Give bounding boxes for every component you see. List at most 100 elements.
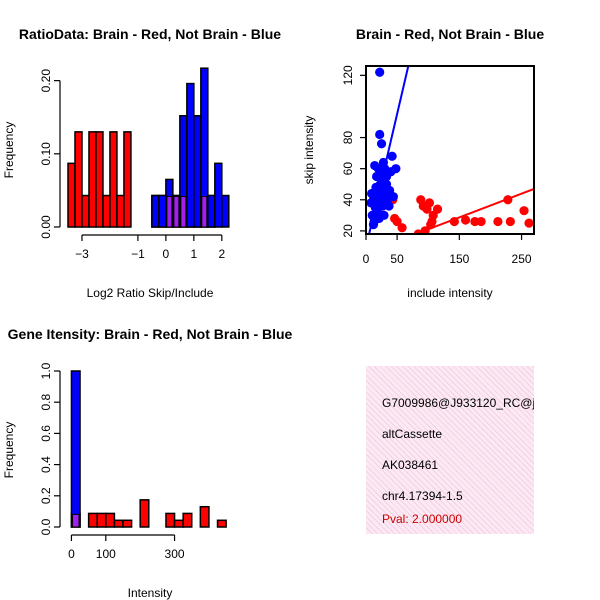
ratio-histogram-axes: −3 −1 0 1 2 0.00 0.10 0.20 (39, 69, 225, 261)
scatter-point-brain (519, 206, 529, 216)
scatter-point-not-brain (376, 139, 387, 149)
scatter-point-not-brain (375, 129, 385, 140)
ratio-bar-brain (116, 194, 125, 228)
intensity-bar-brain (122, 519, 133, 528)
scatter-point-brain (392, 216, 402, 227)
ratio-histogram-xlabel: Log2 Ratio Skip/Include (87, 286, 214, 300)
scatter-x-tick-label: 0 (363, 252, 370, 266)
scatter-point-not-brain (381, 179, 392, 189)
scatter-y-tick-label: 80 (341, 131, 355, 145)
ratio-bar-brain (81, 194, 90, 228)
scatter-x-tick-label: 50 (390, 252, 404, 266)
scatter-point-brain (476, 216, 486, 227)
intensity-y-tick-label: 0.0 (39, 518, 53, 535)
scatter-plot-frame (365, 65, 535, 235)
intensity-bar-brain (216, 519, 227, 528)
ratio-bar-brain (88, 131, 97, 228)
location-text: chr4.17394-1.5 (382, 489, 463, 503)
intensity-y-tick-label: 0.6 (39, 425, 53, 442)
scatter-point-not-brain (391, 164, 401, 174)
scatter-panel: Brain - Red, Not Brain - Blue 0 50 150 250 2… (302, 26, 544, 300)
ratio-bar-not-brain (193, 115, 202, 228)
intensity-histogram-title: Gene Itensity: Brain - Red, Not Brain - … (8, 326, 293, 342)
scatter-xlabel: include intensity (407, 286, 492, 300)
ratio-bar-brain (95, 131, 104, 228)
intensity-bar-brain (87, 512, 98, 528)
ratio-x-tick-label: 1 (191, 247, 198, 261)
ratio-x-tick-label: 0 (163, 247, 170, 261)
intensity-histogram-axes: 0 100 300 0.0 0.2 0.4 0.6 0.8 1.0 (39, 362, 185, 561)
pval-text: Pval: 2.000000 (382, 512, 463, 526)
scatter-y-tick-label: 120 (341, 65, 355, 85)
intensity-bar-brain (173, 519, 184, 528)
gene-info-panel: G7009986@J933120_RC@j_at altCassette AK0… (366, 366, 534, 534)
scatter-ylabel: skip intensity (302, 116, 316, 185)
scatter-point-brain (505, 216, 515, 227)
scatter-plot-area (365, 65, 535, 235)
intensity-histogram-ylabel: Frequency (2, 422, 16, 479)
ratio-bar-not-brain (214, 162, 223, 228)
scatter-point-not-brain (377, 195, 387, 205)
scatter-point-brain (397, 223, 407, 233)
ratio-bar-overlap (173, 196, 180, 228)
intensity-bar-brain (96, 512, 107, 528)
ratio-histogram-title: RatioData: Brain - Red, Not Brain - Blue (19, 26, 281, 42)
ratio-x-tick-label: 2 (218, 247, 225, 261)
intensity-y-tick-label: 0.8 (39, 394, 53, 411)
ratio-bar-brain (74, 131, 83, 228)
intensity-histogram-bars (70, 370, 227, 528)
intensity-y-tick-label: 1.0 (39, 362, 53, 379)
intensity-y-tick-label: 0.2 (39, 487, 53, 504)
ratio-bar-brain (123, 131, 132, 228)
scatter-y-tick-label: 20 (341, 224, 355, 238)
ratio-bar-not-brain (207, 194, 216, 228)
intensity-bar-brain (182, 512, 193, 528)
intensity-bar-brain (113, 519, 124, 528)
ratio-y-tick-label: 0.20 (39, 69, 53, 93)
ratio-bar-not-brain (151, 194, 160, 228)
ratio-bar-brain (109, 131, 118, 228)
ratio-histogram-ylabel: Frequency (2, 122, 16, 179)
event-type-text: altCassette (382, 427, 443, 441)
scatter-x-tick-label: 150 (449, 252, 469, 266)
scatter-point-not-brain (375, 67, 385, 77)
ratio-bar-overlap (201, 196, 208, 228)
scatter-point-not-brain (387, 151, 397, 161)
ratio-bar-brain (102, 194, 111, 228)
ratio-bar-overlap (180, 196, 187, 228)
scatter-point-brain (460, 215, 471, 225)
scatter-title: Brain - Red, Not Brain - Blue (356, 26, 544, 42)
intensity-bar-brain (139, 499, 150, 528)
intensity-bar-brain (199, 505, 210, 528)
scatter-axes: 0 50 150 250 20 40 60 80 120 (341, 65, 532, 266)
scatter-y-tick-label: 40 (341, 193, 355, 207)
intensity-x-tick-label: 100 (96, 547, 116, 561)
probe-id-text: G7009986@J933120_RC@j_at (382, 396, 534, 410)
intensity-bar-not-brain (70, 370, 81, 528)
ratio-bar-overlap (166, 196, 173, 228)
intensity-histogram-xlabel: Intensity (128, 586, 173, 600)
scatter-x-tick-label: 250 (512, 252, 532, 266)
intensity-bar-brain (165, 512, 176, 528)
scatter-point-brain (524, 218, 534, 228)
ratio-bar-brain (67, 162, 76, 228)
intensity-histogram-panel: Gene Itensity: Brain - Red, Not Brain - … (2, 326, 293, 600)
ratio-histogram-panel: RatioData: Brain - Red, Not Brain - Blue… (2, 26, 281, 300)
accession-text: AK038461 (382, 458, 439, 472)
ratio-x-tick-label: −1 (131, 247, 145, 261)
ratio-y-tick-label: 0.10 (39, 142, 53, 166)
scatter-point-brain (424, 198, 435, 208)
ratio-bar-not-brain (158, 194, 167, 228)
ratio-y-tick-label: 0.00 (39, 215, 53, 239)
scatter-point-brain (493, 216, 503, 227)
intensity-x-tick-label: 300 (165, 547, 185, 561)
ratio-bar-not-brain (221, 194, 230, 228)
scatter-y-tick-label: 60 (341, 162, 355, 176)
scatter-point-not-brain (376, 210, 386, 220)
ratio-x-tick-label: −3 (75, 247, 89, 261)
ratio-histogram-bars (67, 67, 230, 228)
intensity-x-tick-label: 0 (68, 547, 75, 561)
fit-line-brain (415, 187, 534, 234)
scatter-point-brain (432, 204, 443, 214)
